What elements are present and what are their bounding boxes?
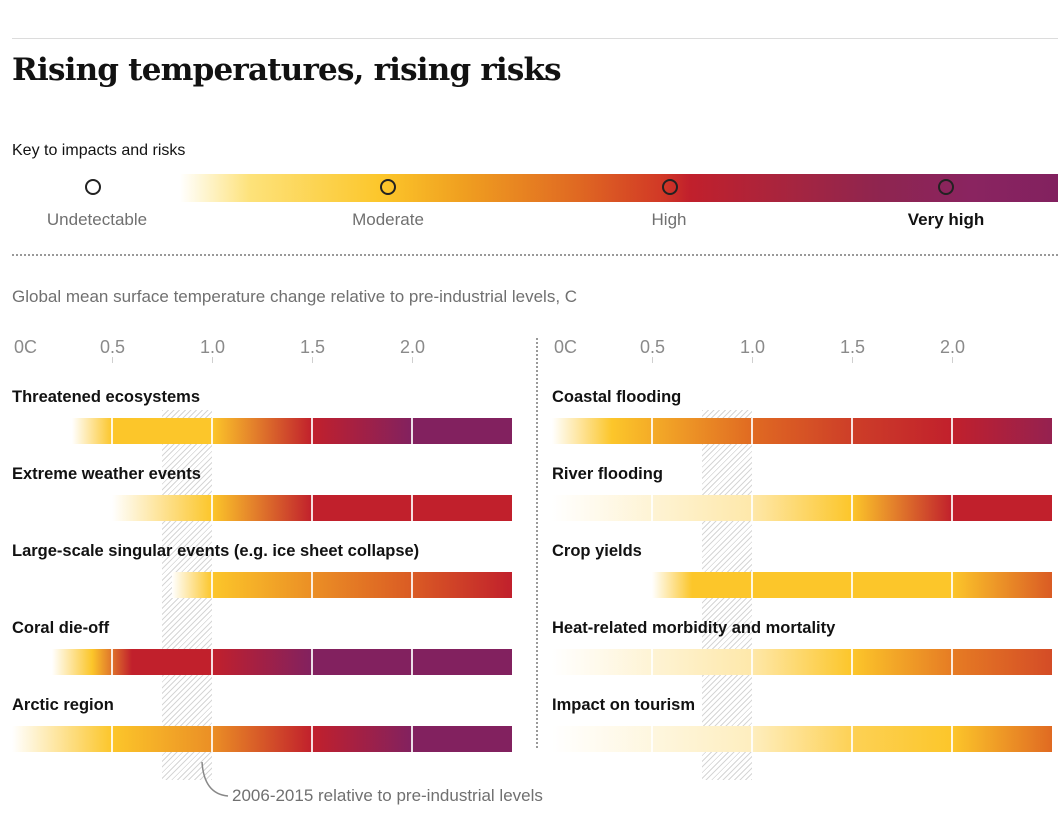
bar-tick-divider [311, 418, 313, 444]
risk-bar [552, 649, 1052, 675]
bar-tick-divider [651, 649, 653, 675]
key-title: Key to impacts and risks [12, 142, 186, 159]
bar-tick-divider [751, 649, 753, 675]
x-tick-label: 0C [554, 337, 578, 357]
bar-tick-divider [111, 649, 113, 675]
observed-warming-annotation: 2006-2015 relative to pre-industrial lev… [232, 786, 543, 805]
key-label-high: High [651, 210, 687, 229]
key-divider [12, 254, 1058, 256]
risk-bar [552, 495, 1052, 521]
risk-bar [552, 726, 1052, 752]
chart-title: Rising temperatures, rising risks [12, 52, 562, 88]
x-tick-mark [752, 357, 753, 363]
x-tick-label: 1.5 [300, 337, 326, 357]
key-label-very-high: Very high [907, 210, 985, 229]
x-tick-label: 2.0 [400, 337, 426, 357]
key-dot-undetectable [85, 179, 101, 195]
bar-tick-divider [211, 572, 213, 598]
x-tick-label: 0.5 [100, 337, 126, 357]
key-label-moderate: Moderate [352, 210, 424, 229]
bar-tick-divider [311, 726, 313, 752]
bar-tick-divider [211, 649, 213, 675]
bar-tick-divider [211, 726, 213, 752]
risk-category-label: Coastal flooding [552, 388, 682, 406]
bar-tick-divider [411, 726, 413, 752]
x-tick-label: 1.0 [200, 337, 226, 357]
key-label-undetectable: Undetectable [46, 210, 148, 229]
risk-category-label: Large-scale singular events (e.g. ice sh… [12, 542, 420, 560]
bar-tick-divider [851, 572, 853, 598]
bar-tick-divider [411, 418, 413, 444]
x-tick-label: 1.0 [740, 337, 766, 357]
bar-tick-divider [411, 649, 413, 675]
bar-tick-divider [411, 572, 413, 598]
risk-category-label: River flooding [552, 465, 663, 483]
x-tick-mark [212, 357, 213, 363]
x-tick-mark [412, 357, 413, 363]
x-tick-mark [652, 357, 653, 363]
axis-subtitle: Global mean surface temperature change r… [12, 287, 578, 306]
risk-bar [72, 418, 512, 444]
bar-tick-divider [851, 726, 853, 752]
x-tick-mark [312, 357, 313, 363]
bar-tick-divider [751, 495, 753, 521]
bar-tick-divider [951, 418, 953, 444]
bar-tick-divider [751, 726, 753, 752]
key-gradient-bar [180, 174, 1058, 202]
risk-bar [552, 418, 1052, 444]
bar-tick-divider [751, 572, 753, 598]
bar-tick-divider [951, 495, 953, 521]
risk-category-label: Threatened ecosystems [12, 388, 201, 406]
bar-tick-divider [851, 649, 853, 675]
bar-tick-divider [211, 418, 213, 444]
x-tick-label: 0.5 [640, 337, 666, 357]
bar-tick-divider [951, 572, 953, 598]
bar-tick-divider [411, 495, 413, 521]
x-tick-mark [952, 357, 953, 363]
x-tick-label: 0C [14, 337, 38, 357]
bar-tick-divider [311, 649, 313, 675]
x-tick-label: 1.5 [840, 337, 866, 357]
risk-category-label: Extreme weather events [12, 465, 201, 483]
key-dot-moderate [380, 179, 396, 195]
x-tick-mark [852, 357, 853, 363]
key-dot-high [662, 179, 678, 195]
annotation-leader-line [201, 761, 229, 797]
bar-tick-divider [211, 495, 213, 521]
bar-tick-divider [751, 418, 753, 444]
panel-separator [536, 338, 538, 748]
risk-category-label: Arctic region [12, 696, 114, 714]
bar-tick-divider [311, 572, 313, 598]
bar-tick-divider [111, 418, 113, 444]
bar-tick-divider [851, 495, 853, 521]
x-tick-label: 2.0 [940, 337, 966, 357]
top-rule [12, 38, 1058, 39]
x-tick-mark [112, 357, 113, 363]
risk-category-label: Impact on tourism [552, 696, 696, 714]
risk-bar [172, 572, 512, 598]
key-dot-very-high [938, 179, 954, 195]
bar-tick-divider [951, 649, 953, 675]
bar-tick-divider [311, 495, 313, 521]
bar-tick-divider [651, 418, 653, 444]
risk-category-label: Coral die-off [12, 619, 110, 637]
bar-tick-divider [651, 726, 653, 752]
risk-category-label: Crop yields [552, 542, 642, 560]
risk-category-label: Heat-related morbidity and mortality [552, 619, 836, 637]
bar-tick-divider [651, 495, 653, 521]
risk-bar [12, 726, 512, 752]
bar-tick-divider [851, 418, 853, 444]
risk-bar [52, 649, 512, 675]
bar-tick-divider [951, 726, 953, 752]
bar-tick-divider [111, 726, 113, 752]
